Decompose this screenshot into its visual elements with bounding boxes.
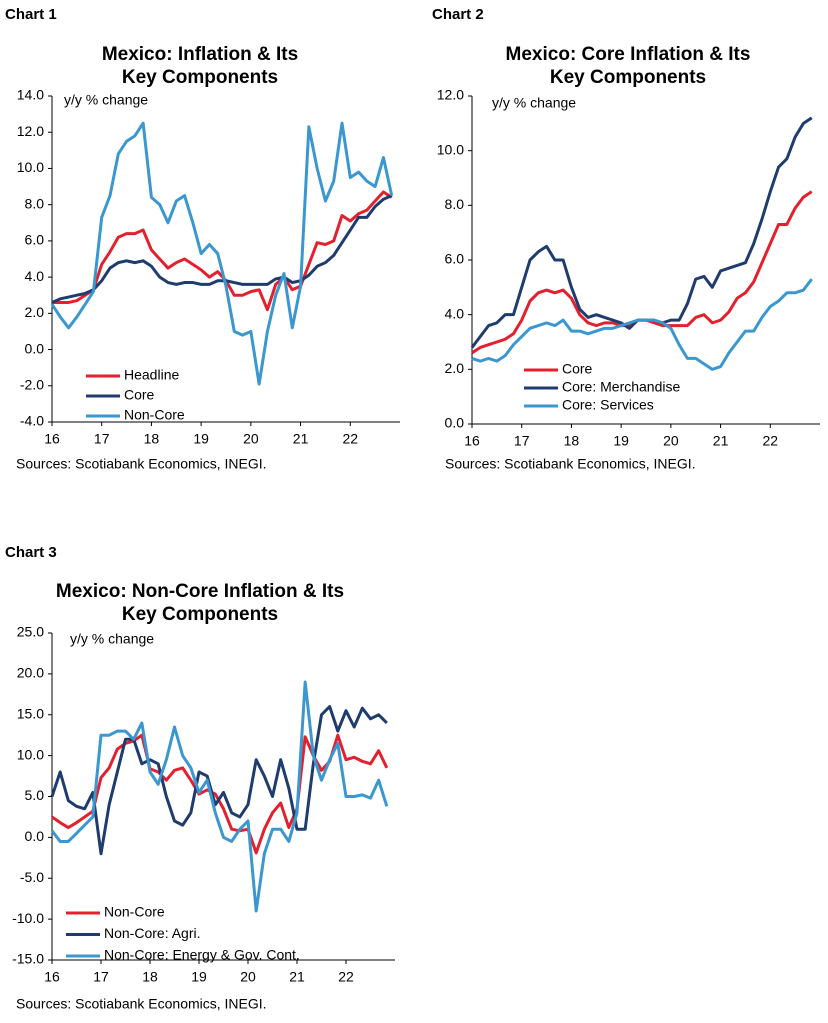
- annotation: y/y % change: [70, 631, 154, 647]
- x-tick-label: 19: [191, 969, 207, 985]
- chart-title: Key Components: [122, 604, 278, 625]
- y-tick-label: 10.0: [17, 746, 44, 762]
- series-line: [50, 121, 394, 386]
- x-tick-label: 19: [613, 433, 629, 449]
- series-line: [51, 194, 393, 304]
- legend-label: Non-Core: [104, 904, 165, 920]
- x-tick-label: 16: [44, 969, 60, 985]
- legend-label: Core: Merchandise: [562, 379, 680, 395]
- chart-label: Chart 3: [5, 544, 57, 561]
- y-tick-label: 8.0: [25, 195, 45, 211]
- legend-label: Non-Core: Agri.: [104, 925, 200, 941]
- x-tick-label: 17: [514, 433, 530, 449]
- x-tick-label: 18: [564, 433, 580, 449]
- x-tick-label: 22: [342, 431, 358, 447]
- legend-label: Core: [124, 387, 155, 403]
- y-tick-label: -4.0: [20, 413, 44, 429]
- chart-title: Key Components: [550, 67, 706, 88]
- x-tick-label: 16: [464, 433, 480, 449]
- y-tick-label: 0.0: [445, 415, 465, 431]
- y-tick-label: -5.0: [20, 869, 44, 885]
- chart-title: Mexico: Core Inflation & Its: [506, 44, 751, 65]
- y-tick-label: 12.0: [17, 123, 44, 139]
- source: Sources: Scotiabank Economics, INEGI.: [16, 456, 267, 472]
- x-tick-label: 19: [193, 431, 209, 447]
- legend-label: Core: [562, 361, 593, 377]
- annotation: y/y % change: [492, 95, 576, 111]
- y-tick-label: 0.0: [25, 828, 45, 844]
- y-tick-label: -15.0: [12, 951, 44, 967]
- x-tick-label: 22: [762, 433, 778, 449]
- series-line: [471, 190, 813, 355]
- y-tick-label: 10.0: [437, 141, 464, 157]
- y-tick-label: 14.0: [17, 87, 44, 103]
- y-tick-label: 25.0: [17, 624, 44, 640]
- chart-title: Mexico: Non-Core Inflation & Its: [56, 581, 344, 602]
- x-tick-label: 22: [338, 969, 354, 985]
- x-tick-label: 20: [243, 431, 259, 447]
- chart-title: Mexico: Inflation & Its: [102, 44, 298, 65]
- x-tick-label: 21: [713, 433, 729, 449]
- y-tick-label: -2.0: [20, 376, 44, 392]
- y-tick-label: 4.0: [445, 305, 465, 321]
- series-line: [470, 116, 813, 349]
- series-line: [51, 733, 389, 855]
- y-tick-label: 8.0: [445, 196, 465, 212]
- annotation: y/y % change: [64, 92, 148, 108]
- x-tick-label: 17: [93, 969, 109, 985]
- y-tick-label: 10.0: [17, 159, 44, 175]
- y-tick-label: 4.0: [25, 268, 45, 284]
- y-tick-label: 2.0: [445, 360, 465, 376]
- x-tick-label: 18: [144, 431, 160, 447]
- series-line: [52, 190, 393, 312]
- source: Sources: Scotiabank Economics, INEGI.: [16, 996, 267, 1012]
- x-tick-label: 18: [142, 969, 158, 985]
- y-tick-label: 0.0: [25, 340, 45, 356]
- y-tick-label: 20.0: [17, 665, 44, 681]
- x-tick-label: 21: [293, 431, 309, 447]
- x-tick-label: 16: [44, 431, 60, 447]
- legend-label: Core: Services: [562, 397, 654, 413]
- x-tick-label: 21: [289, 969, 305, 985]
- legend-label: Non-Core: [124, 407, 185, 423]
- x-tick-label: 17: [94, 431, 110, 447]
- y-tick-label: 6.0: [25, 232, 45, 248]
- chart-title: Key Components: [122, 67, 278, 88]
- y-tick-label: 6.0: [445, 251, 465, 267]
- y-tick-label: 2.0: [25, 304, 45, 320]
- legend-label: Headline: [124, 367, 179, 383]
- series-line: [471, 278, 813, 371]
- y-tick-label: 5.0: [25, 787, 45, 803]
- legend-label: Non-Core: Energy & Gov. Cont.: [104, 947, 300, 963]
- y-tick-label: -10.0: [12, 910, 44, 926]
- x-tick-label: 20: [240, 969, 256, 985]
- source: Sources: Scotiabank Economics, INEGI.: [445, 456, 696, 472]
- x-tick-label: 20: [663, 433, 679, 449]
- y-tick-label: 12.0: [437, 87, 464, 103]
- series-line: [50, 680, 389, 913]
- y-tick-label: 15.0: [17, 705, 44, 721]
- chart-label: Chart 2: [432, 6, 484, 23]
- series-line: [50, 705, 388, 856]
- chart-label: Chart 1: [5, 6, 57, 23]
